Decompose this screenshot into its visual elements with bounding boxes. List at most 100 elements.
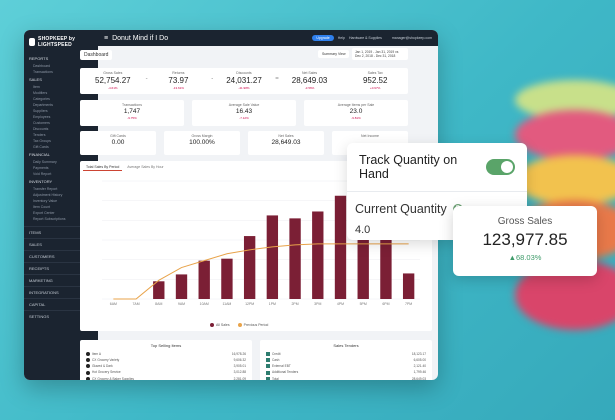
sales-tenders: Sales Tenders Credit 18,123.17 Cash 6,605.0… [260,340,432,380]
upgrade-button[interactable]: Upgrade [312,35,334,41]
kpi-delta: -4.61% [108,86,118,90]
current-quantity-label: Current Quantity [355,202,447,216]
bar-10AM[interactable] [198,260,210,299]
hardware-link[interactable]: Hardware & Supplies [348,36,382,40]
top-selling-items: Top Selling Items Item A 16,978.26 CX Groc… [80,340,252,380]
help-link[interactable]: Help [337,36,345,40]
row-label: CX Grocery & Baker Supplies [92,376,134,380]
row-label: CX Grocery Variety [92,358,120,363]
sidebar-item[interactable]: Daily Summary [33,160,57,164]
row-value: 2,281.09 [233,376,246,380]
logo[interactable]: SHOPKEEP by LIGHTSPEED [24,30,98,54]
sidebar-item[interactable]: Discounts [33,127,49,131]
kpi-card: Discounts 24,031.27 -41.98% = [211,68,279,94]
metric-value: 23.0 [349,108,363,115]
kpi-card: Returns 73.97 -13.61% - [146,68,214,94]
kpi-operator: - [211,76,214,82]
row-label: Glazed & Dark [92,364,113,369]
sidebar-item[interactable]: Suppliers [33,109,48,113]
sidebar-item[interactable]: Transfer Report [33,187,58,191]
sidebar-item: FINANCIAL [29,152,50,157]
table-row: Credit 18,123.17 [260,351,432,357]
row-value: 28,649.03 [411,376,426,380]
bar-3PM[interactable] [312,211,324,299]
sidebar-item[interactable]: Transactions [33,70,53,74]
sidebar-nav-label: RECEIPTS [29,266,50,271]
metric-label: Net Income [361,134,379,138]
store-name[interactable]: Donut Mind if I Do [112,34,169,42]
sidebar-item[interactable]: Export Center [33,211,55,215]
sidebar-item[interactable]: Adjustment History [33,193,63,197]
bar-11AM[interactable] [221,258,233,299]
bar-7PM[interactable] [402,273,415,299]
sales-tenders-title: Sales Tenders [333,343,359,348]
row-value: 18,123.17 [411,352,426,356]
table-row: CX Grocery & Baker Supplies 2,281.09 [80,376,252,380]
row-value: 3,905.01 [233,364,246,369]
kpi-label: Sales Tax [367,71,383,75]
sidebar-item[interactable]: Report Subscriptions [33,217,66,221]
track-quantity-toggle[interactable] [486,159,515,175]
metric-label: Average Items per Sale [337,103,375,107]
bar-5PM[interactable] [357,204,369,299]
table-row: Item A 16,978.26 [80,351,252,357]
row-name: External EBT [266,364,291,369]
metric-value: 28,649.03 [271,139,301,146]
date-range-picker[interactable]: Jan 1, 2019 - Jan 31, 2019 vs Dec 2, 201… [352,48,408,60]
sidebar-item[interactable]: Categories [33,97,50,101]
x-tick-label: 6AM [110,302,117,306]
sidebar-nav-label: SALES [29,242,42,247]
sidebar-item[interactable]: Gift Cards [33,145,49,149]
sidebar-nav-label: MARKETING [29,278,53,283]
bar-12PM[interactable] [243,236,256,299]
tab-total-sales[interactable]: Total Sales By Period [83,164,123,171]
sidebar-nav-label: INTEGRATIONS [29,290,59,295]
kpi-operator: - [145,76,148,82]
gross-sales-card: Gross Sales 123,977.85 ▲68.03% [453,206,597,276]
x-tick-label: 2PM [291,302,298,306]
bar-6PM[interactable] [380,236,392,299]
x-tick-label: 11AM [222,302,231,306]
kpi-label: Discounts [236,71,252,75]
bar-8AM[interactable] [153,281,165,299]
bar-1PM[interactable] [266,215,279,299]
bar-2PM[interactable] [289,218,301,299]
sidebar-item[interactable]: Modifiers [33,91,48,95]
sidebar-item[interactable]: Item [33,85,40,89]
x-tick-label: 10AM [200,302,209,306]
kpi-row: Gross Sales 52,754.27 -4.61% - Returns 73.97-… [80,68,408,94]
row-name: Item A [86,352,101,357]
sidebar-item[interactable]: Departments [33,103,54,107]
sidebar-item[interactable]: Item Count [33,205,51,209]
sidebar-item[interactable]: Tenders [33,133,46,137]
row-name: Cash [266,358,279,363]
breadcrumb: Dashboard [80,50,113,60]
row-name: Credit [266,352,281,357]
gross-sales-value: 123,977.85 [482,230,568,249]
kpi-value: 952.52 [362,76,388,85]
kpi-delta: -41.98% [238,86,250,90]
tender-swatch [266,370,270,375]
user-menu[interactable]: manager@shopkeep.com [391,36,432,40]
bar-9AM[interactable] [175,274,188,299]
sidebar-nav-label: SETTINGS [29,314,50,319]
sidebar-section-reports[interactable]: REPORTS [29,56,49,61]
metric-value: 1,747 [123,108,141,115]
sidebar-item[interactable]: Void Report [33,172,52,176]
summary-view-button[interactable]: Summary View [318,50,350,58]
sidebar-item[interactable]: Tax Groups [33,139,51,143]
metric-label: Gift Cards [110,134,126,138]
sidebar-item[interactable]: Inventory Value [33,199,58,203]
menu-icon[interactable]: ≡ [104,34,109,42]
row-label: External EBT [272,364,291,369]
bar-4PM[interactable] [334,195,347,299]
current-quantity-value[interactable]: 4.0 [355,224,371,236]
kpi-value: 52,754.27 [95,76,131,85]
row-label: Hot Grocery Service [92,370,121,375]
sidebar-item[interactable]: Customers [33,121,50,125]
sidebar-item[interactable]: Employees [33,115,51,119]
tab-average-sales[interactable]: Average Sales By Hour [127,165,164,169]
metric-card: Average Items per Sale 23.0 -9.81% [304,100,408,126]
sidebar-item[interactable]: Payments [33,166,49,170]
sidebar-item[interactable]: Dashboard [33,64,51,68]
